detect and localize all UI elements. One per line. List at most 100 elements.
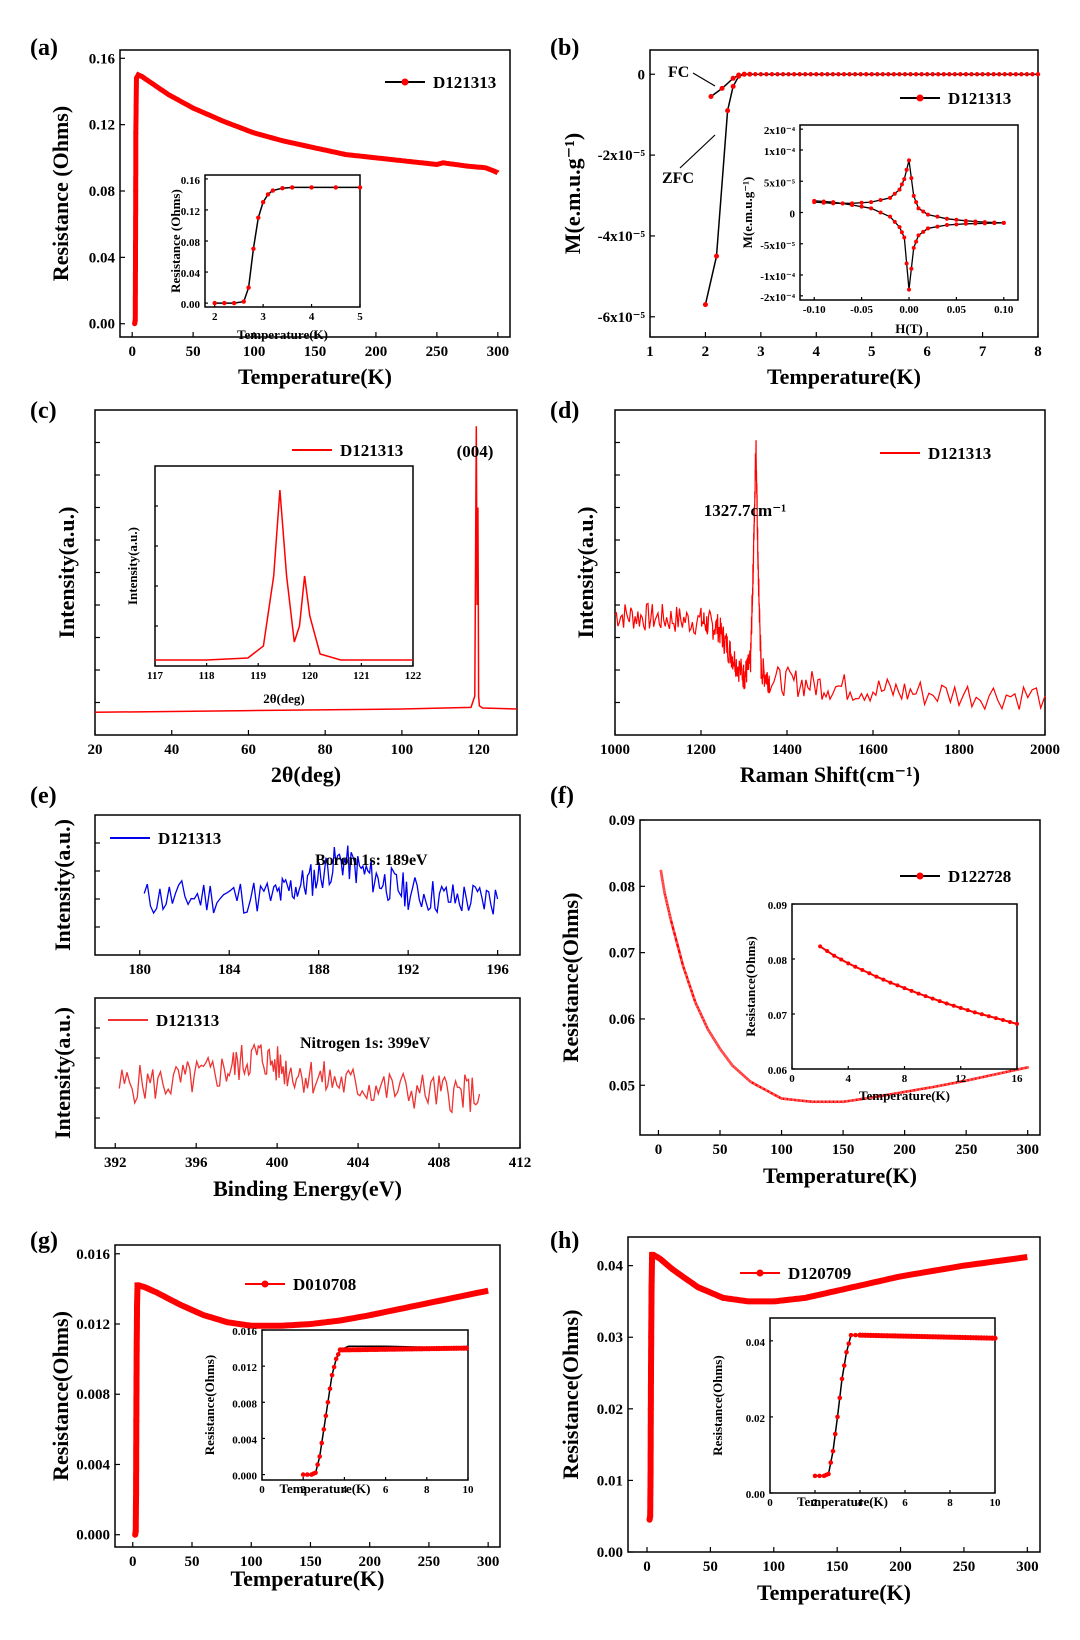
f-data-point [704, 1024, 708, 1027]
b-inset-data-point [904, 261, 909, 266]
h-data-point [648, 1284, 655, 1291]
b-inset-data-point [869, 206, 874, 211]
b-inset-y-tick-label: 0 [790, 209, 796, 221]
b-data-point [819, 72, 825, 77]
f-inset-data-point [832, 953, 837, 958]
b-y-tick-label: -6x10⁻⁵ [598, 310, 646, 326]
b-inset-data-point [909, 176, 914, 181]
b-y-tick-label: -4x10⁻⁵ [598, 229, 646, 245]
h-data-point [647, 1513, 654, 1520]
b-inset-data-point [850, 203, 855, 207]
b-data-point [963, 72, 969, 77]
g-y-tick-label: 0.000 [76, 1528, 110, 1544]
g-inset-data-point [327, 1386, 333, 1392]
g-inset-data-point [319, 1440, 325, 1446]
g-inset-x-axis-label: Temperature(K) [280, 1481, 371, 1496]
f-plot-frame [639, 819, 1041, 1136]
a-inset-y-tick-label: 0.00 [181, 299, 201, 311]
f-data-point [899, 1091, 903, 1094]
f-data-point [1018, 1067, 1022, 1071]
f-data-point [663, 891, 667, 895]
b-fc-data-point [741, 71, 747, 77]
d-series-line [614, 440, 1046, 711]
h-inset-data-point [839, 1376, 845, 1382]
h-inset-data-point [835, 1414, 840, 1420]
d-x-tick-label: 1200 [686, 742, 716, 758]
panel-label-g: (g) [30, 1228, 58, 1254]
b-inset-data-point [831, 200, 836, 205]
b-inset-data-point [944, 216, 949, 221]
e-top-x-tick-label: 184 [218, 962, 241, 978]
b-data-point [930, 72, 935, 77]
f-data-point [776, 1095, 780, 1098]
b-data-point [997, 72, 1002, 77]
h-x-tick-label: 100 [763, 1559, 786, 1575]
a-y-tick-label: 0.00 [89, 317, 115, 333]
a-inset-y-tick-label: 0.12 [181, 206, 201, 218]
a-x-tick-label: 0 [128, 344, 136, 360]
b-inset-data-point [904, 167, 909, 172]
a-inset-data-point [222, 300, 227, 306]
a-y-tick-label: 0.04 [89, 250, 116, 266]
f-inset-x-tick-label: 4 [846, 1073, 852, 1085]
b-inset-data-point [812, 198, 817, 203]
b-y-tick-label: -2x10⁻⁵ [598, 148, 646, 164]
b-data-point [808, 72, 813, 77]
b-data-point [847, 72, 852, 77]
g-inset-y-axis-label: Resistance(Ohms) [202, 1355, 217, 1455]
f-inset-y-tick-label: 0.08 [768, 955, 788, 967]
b-x-tick-label: 8 [1034, 344, 1042, 360]
f-data-point [922, 1087, 926, 1090]
b-zfc-data-point [702, 302, 708, 308]
c-inset-x-tick-label: 122 [405, 670, 422, 682]
b-data-point [775, 72, 780, 77]
b-data-point [786, 72, 791, 77]
f-data-point [983, 1075, 987, 1078]
g-inset-data-point [313, 1470, 318, 1476]
f-data-point [757, 1084, 760, 1088]
f-data-point [665, 901, 669, 905]
f-data-point [712, 1037, 716, 1041]
b-x-tick-label: 3 [757, 344, 765, 360]
b-data-point [830, 72, 836, 77]
b-data-point [753, 72, 758, 77]
g-inset-data-point [331, 1364, 337, 1370]
a-x-tick-label: 150 [304, 344, 327, 360]
f-inset-x-tick-label: 12 [955, 1073, 967, 1085]
g-inset-frame [261, 1329, 469, 1481]
f-data-point [683, 969, 687, 972]
f-data-point [795, 1098, 799, 1102]
f-inset-data-point [881, 977, 886, 982]
f-data-point [826, 1100, 830, 1104]
e-bottom-x-tick-label: 396 [185, 1155, 208, 1171]
b-data-point [869, 72, 874, 77]
h-x-tick-label: 0 [643, 1559, 651, 1575]
b-data-point [1013, 72, 1019, 77]
f-data-point [695, 1004, 699, 1008]
g-series-line [132, 1282, 489, 1536]
h-inset-y-tick-label: 0.00 [746, 1489, 766, 1501]
b-data-point [880, 72, 885, 77]
b-inset-data-point [954, 217, 959, 222]
b-data-point [919, 72, 924, 77]
f-inset-x-axis-label: Temperature(K) [859, 1088, 950, 1103]
f-data-point [689, 987, 693, 991]
b-data-point [902, 72, 908, 77]
f-data-point [659, 869, 663, 873]
f-inset-line [819, 945, 1018, 1025]
f-data-point [803, 1099, 807, 1103]
f-data-point [672, 929, 676, 933]
b-inset-y-tick-label: 1x10⁻⁴ [764, 146, 796, 158]
b-inset-data-point [963, 218, 968, 223]
b-data-point [974, 72, 980, 77]
f-data-point [661, 883, 665, 887]
e-top-frame [94, 814, 521, 956]
g-inset-data-point [335, 1352, 341, 1357]
h-y-tick-label: 0.04 [597, 1259, 624, 1275]
e-bottom-x-axis-label: Binding Energy(eV) [213, 1176, 402, 1201]
f-x-tick-label: 50 [713, 1142, 728, 1158]
b-data-point [1035, 72, 1041, 77]
g-data-point [133, 1347, 140, 1354]
f-legend-marker [916, 872, 924, 880]
